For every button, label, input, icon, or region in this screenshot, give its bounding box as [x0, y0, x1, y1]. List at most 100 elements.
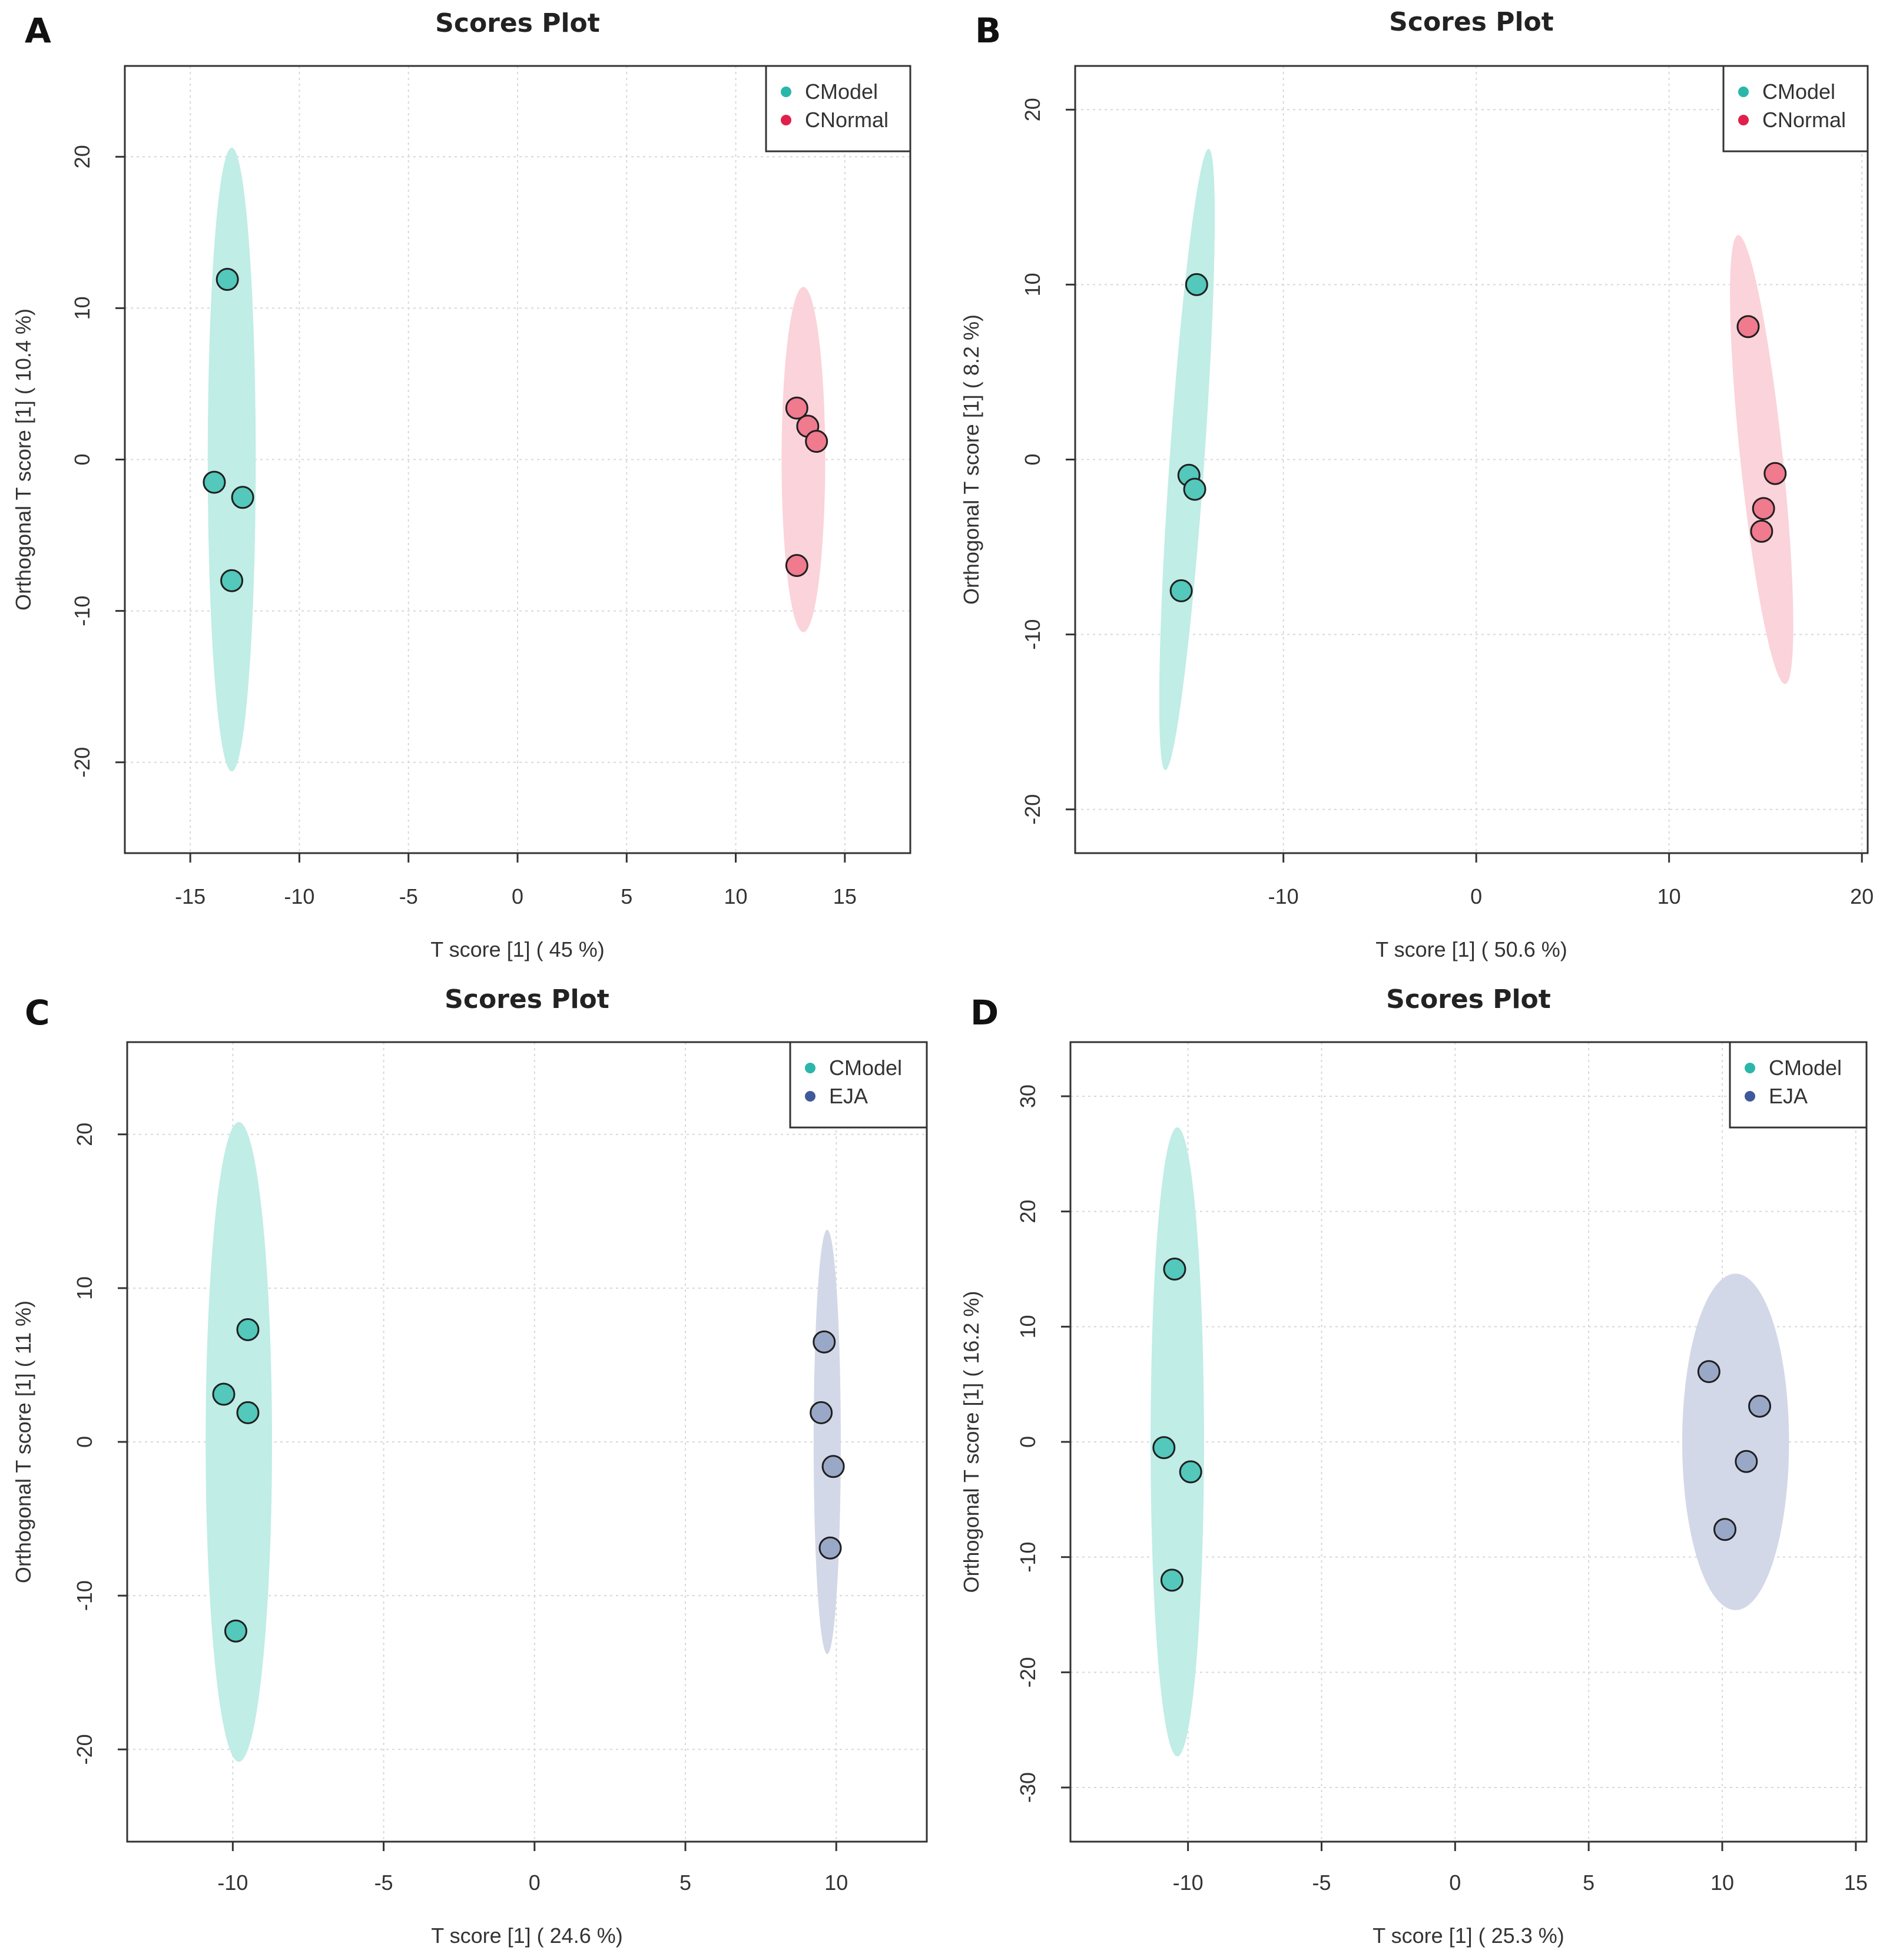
data-point-eja	[1735, 1450, 1758, 1473]
y-tick-label: -10	[1016, 1542, 1040, 1573]
data-point-eja	[813, 1330, 836, 1354]
data-point-eja	[818, 1536, 842, 1560]
legend-marker-cmodel	[805, 1063, 815, 1073]
x-tick-label: 0	[512, 884, 523, 908]
x-tick-label: 15	[1844, 1871, 1868, 1895]
x-axis-label: T score [1] ( 45 %)	[430, 937, 604, 961]
x-tick-label: -5	[399, 884, 418, 908]
y-tick-label: 10	[70, 296, 94, 320]
y-axis-label: Orthogonal T score [1] ( 8.2 %)	[959, 314, 983, 605]
data-point-eja	[810, 1401, 833, 1424]
legend-label-cmodel: CModel	[805, 79, 878, 104]
y-tick-label: 10	[1020, 273, 1045, 296]
data-point-cmodel	[1183, 477, 1206, 501]
x-tick-label: -10	[1173, 1871, 1204, 1895]
x-tick-label: 10	[824, 1871, 848, 1895]
data-point-cmodel	[1152, 1436, 1176, 1460]
confidence-ellipse-cmodel	[1151, 1127, 1204, 1757]
x-tick-label: -15	[175, 884, 205, 908]
x-tick-label: 10	[1710, 1871, 1734, 1895]
data-point-cmodel	[203, 470, 226, 494]
chart-panel-a: A Scores Plot -15 -10 -5 0 5 10 15 -20 -10 0 10 20 T s…	[11, 8, 911, 961]
y-tick-label: -20	[70, 747, 94, 778]
data-point-cmodel	[231, 486, 254, 509]
data-point-cnormal	[785, 553, 808, 577]
data-point-eja	[1697, 1360, 1720, 1384]
panel-letter: B	[975, 11, 1001, 51]
x-tick-label: 20	[1850, 884, 1874, 908]
legend-marker-cmodel	[1738, 87, 1749, 97]
legend-marker-eja	[1745, 1091, 1755, 1102]
legend-box	[765, 65, 911, 152]
legend-label-cnormal: CNormal	[1762, 108, 1846, 132]
x-axis-label: T score [1] ( 24.6 %)	[431, 1923, 622, 1948]
x-tick-label: -5	[1312, 1871, 1331, 1895]
y-tick-label: -10	[1020, 619, 1045, 650]
confidence-ellipse-cmodel	[1159, 148, 1215, 771]
confidence-ellipse-eja	[813, 1229, 841, 1654]
legend-marker-cnormal	[781, 115, 791, 125]
confidence-ellipse-cnormal	[1730, 235, 1794, 684]
chart-title: Scores Plot	[435, 8, 600, 38]
x-tick-label: 0	[1470, 884, 1482, 908]
confidence-ellipse-cmodel	[207, 147, 256, 772]
legend: CModel CNormal	[765, 65, 911, 152]
legend-marker-eja	[805, 1091, 815, 1102]
data-point-cmodel	[212, 1382, 236, 1406]
x-tick-label: 5	[621, 884, 632, 908]
legend-label-eja: EJA	[1769, 1084, 1808, 1108]
y-tick-label: 0	[72, 1436, 97, 1448]
legend: CModel CNormal	[1722, 65, 1869, 152]
y-tick-label: 20	[70, 145, 94, 168]
y-tick-label: 30	[1016, 1085, 1040, 1108]
panel-letter: D	[970, 993, 999, 1033]
confidence-ellipse-eja	[1682, 1273, 1789, 1610]
legend-label-cnormal: CNormal	[805, 108, 889, 132]
data-point-eja	[1748, 1394, 1772, 1418]
legend-marker-cnormal	[1738, 115, 1749, 125]
y-tick-label: 10	[72, 1276, 97, 1300]
data-point-eja	[821, 1455, 845, 1478]
data-point-cnormal	[805, 430, 828, 453]
y-tick-label: 0	[70, 453, 94, 465]
x-tick-label: 10	[724, 884, 748, 908]
y-tick-label: 20	[1020, 98, 1045, 121]
x-tick-label: -5	[374, 1871, 393, 1895]
x-tick-label: 5	[1583, 1871, 1594, 1895]
data-point-cmodel	[1169, 579, 1193, 602]
chart-title: Scores Plot	[1386, 984, 1551, 1014]
x-tick-label: 10	[1657, 884, 1681, 908]
x-tick-label: 5	[679, 1871, 691, 1895]
data-point-cnormal	[1763, 462, 1787, 485]
legend-marker-cmodel	[1745, 1063, 1755, 1073]
y-axis-label: Orthogonal T score [1] ( 11 %)	[11, 1301, 35, 1583]
x-tick-label: -10	[284, 884, 314, 908]
y-tick-label: -30	[1016, 1772, 1040, 1803]
data-point-cmodel	[1179, 1460, 1202, 1484]
x-tick-label: 15	[833, 884, 857, 908]
y-tick-label: -20	[1020, 794, 1045, 825]
chart-title: Scores Plot	[1389, 7, 1554, 37]
y-tick-label: 0	[1016, 1436, 1040, 1448]
data-point-cmodel	[1185, 273, 1208, 296]
y-tick-label: 20	[72, 1123, 97, 1146]
y-tick-label: 0	[1020, 453, 1045, 465]
chart-title: Scores Plot	[445, 984, 609, 1014]
x-tick-label: -10	[1268, 884, 1299, 908]
data-point-cmodel	[236, 1318, 260, 1341]
legend-label-cmodel: CModel	[1769, 1056, 1842, 1080]
x-tick-label: 0	[529, 1871, 541, 1895]
legend-label-eja: EJA	[829, 1084, 868, 1108]
y-axis-label: Orthogonal T score [1] ( 10.4 %)	[11, 309, 35, 611]
data-point-cmodel	[1163, 1257, 1186, 1281]
y-tick-label: -10	[70, 596, 94, 626]
y-tick-label: -20	[72, 1734, 97, 1765]
y-tick-label: -10	[72, 1580, 97, 1611]
data-point-cmodel	[1160, 1568, 1183, 1592]
legend-box	[1729, 1041, 1868, 1129]
panel-letter: A	[25, 11, 51, 51]
x-axis-label: T score [1] ( 25.3 %)	[1373, 1923, 1564, 1948]
data-point-cnormal	[1736, 315, 1760, 339]
legend-marker-cmodel	[781, 87, 791, 97]
